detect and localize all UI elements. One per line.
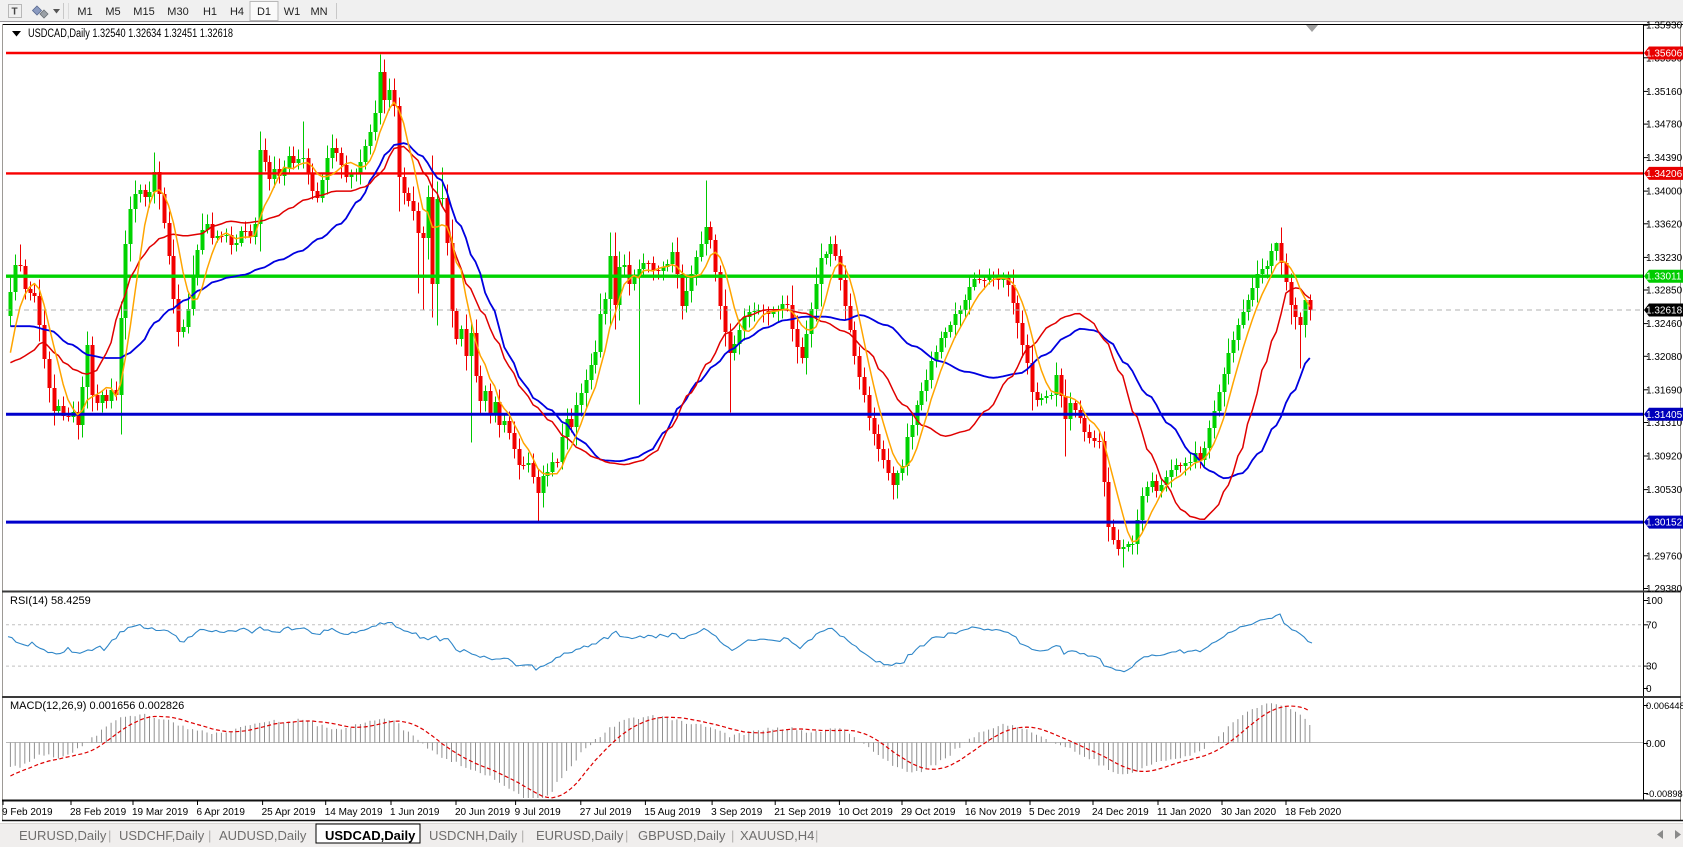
svg-text:USDCHF,Daily: USDCHF,Daily bbox=[119, 828, 205, 843]
svg-text:1.31690: 1.31690 bbox=[1646, 385, 1683, 396]
svg-text:D1: D1 bbox=[257, 6, 271, 18]
svg-text:1.33011: 1.33011 bbox=[1646, 272, 1682, 283]
svg-text:15 Aug 2019: 15 Aug 2019 bbox=[644, 807, 701, 818]
svg-text:1 Jun 2019: 1 Jun 2019 bbox=[390, 807, 440, 818]
svg-text:T: T bbox=[12, 7, 18, 18]
svg-text:1.32080: 1.32080 bbox=[1646, 352, 1683, 363]
svg-text:|: | bbox=[208, 828, 211, 843]
svg-text:11 Jan 2020: 11 Jan 2020 bbox=[1157, 807, 1212, 818]
svg-text:70: 70 bbox=[1646, 620, 1658, 631]
svg-text:1.30530: 1.30530 bbox=[1646, 485, 1683, 496]
svg-text:|: | bbox=[521, 828, 524, 843]
svg-text:M5: M5 bbox=[105, 6, 120, 18]
svg-text:21 Sep 2019: 21 Sep 2019 bbox=[774, 807, 831, 818]
svg-text:9 Jul 2019: 9 Jul 2019 bbox=[515, 807, 562, 818]
svg-text:AUDUSD,Daily: AUDUSD,Daily bbox=[219, 828, 307, 843]
svg-text:GBPUSD,Daily: GBPUSD,Daily bbox=[638, 828, 726, 843]
svg-text:1.32850: 1.32850 bbox=[1646, 286, 1683, 297]
svg-text:24 Dec 2019: 24 Dec 2019 bbox=[1092, 807, 1149, 818]
svg-text:27 Jul 2019: 27 Jul 2019 bbox=[580, 807, 632, 818]
svg-text:0: 0 bbox=[1646, 684, 1652, 695]
svg-text:1.31405: 1.31405 bbox=[1646, 410, 1683, 421]
svg-text:1.35930: 1.35930 bbox=[1646, 21, 1683, 32]
svg-text:RSI(14) 58.4259: RSI(14) 58.4259 bbox=[10, 595, 91, 607]
svg-text:18 Feb 2020: 18 Feb 2020 bbox=[1285, 807, 1342, 818]
svg-text:10 Oct 2019: 10 Oct 2019 bbox=[838, 807, 893, 818]
svg-text:25 Apr 2019: 25 Apr 2019 bbox=[262, 807, 316, 818]
svg-text:1.34780: 1.34780 bbox=[1646, 120, 1683, 131]
svg-text:1.35160: 1.35160 bbox=[1646, 87, 1683, 98]
svg-text:1.29760: 1.29760 bbox=[1646, 551, 1683, 562]
svg-text:29 Oct 2019: 29 Oct 2019 bbox=[901, 807, 956, 818]
svg-text:EURUSD,Daily: EURUSD,Daily bbox=[536, 828, 624, 843]
svg-text:28 Feb 2019: 28 Feb 2019 bbox=[70, 807, 127, 818]
svg-text:6 Apr 2019: 6 Apr 2019 bbox=[197, 807, 246, 818]
svg-text:1.29380: 1.29380 bbox=[1646, 584, 1683, 595]
svg-text:USDCAD,Daily: USDCAD,Daily bbox=[325, 828, 416, 843]
svg-text:M15: M15 bbox=[133, 6, 154, 18]
svg-text:USDCAD,Daily 1.32540 1.32634: USDCAD,Daily 1.32540 1.32634 1.32451 1.3… bbox=[28, 28, 233, 40]
svg-text:W1: W1 bbox=[284, 6, 301, 18]
svg-text:H4: H4 bbox=[230, 6, 244, 18]
svg-text:XAUUSD,H4: XAUUSD,H4 bbox=[740, 828, 814, 843]
svg-text:1.30920: 1.30920 bbox=[1646, 452, 1683, 463]
svg-text:1.34206: 1.34206 bbox=[1646, 169, 1683, 180]
svg-text:9 Feb 2019: 9 Feb 2019 bbox=[2, 807, 53, 818]
svg-text:1.34000: 1.34000 bbox=[1646, 187, 1683, 198]
svg-text:1.30152: 1.30152 bbox=[1646, 518, 1683, 529]
svg-text:1.33620: 1.33620 bbox=[1646, 219, 1683, 230]
svg-text:USDCNH,Daily: USDCNH,Daily bbox=[429, 828, 518, 843]
svg-text:M30: M30 bbox=[167, 6, 188, 18]
svg-text:30 Jan 2020: 30 Jan 2020 bbox=[1221, 807, 1276, 818]
svg-text:1.35606: 1.35606 bbox=[1646, 49, 1683, 60]
svg-text:100: 100 bbox=[1646, 596, 1663, 607]
svg-text:|: | bbox=[815, 828, 818, 843]
svg-text:5 Dec 2019: 5 Dec 2019 bbox=[1029, 807, 1081, 818]
svg-text:H1: H1 bbox=[203, 6, 217, 18]
svg-text:M1: M1 bbox=[77, 6, 92, 18]
svg-text:1.33230: 1.33230 bbox=[1646, 253, 1683, 264]
svg-text:1.34390: 1.34390 bbox=[1646, 153, 1683, 164]
svg-text:0.00: 0.00 bbox=[1646, 739, 1666, 750]
svg-text:30: 30 bbox=[1646, 662, 1658, 673]
svg-text:|: | bbox=[108, 828, 111, 843]
svg-text:0.006448: 0.006448 bbox=[1646, 701, 1683, 711]
svg-text:20 Jun 2019: 20 Jun 2019 bbox=[455, 807, 510, 818]
svg-text:|: | bbox=[731, 828, 734, 843]
svg-text:EURUSD,Daily: EURUSD,Daily bbox=[19, 828, 107, 843]
svg-text:|: | bbox=[625, 828, 628, 843]
svg-text:16 Nov 2019: 16 Nov 2019 bbox=[965, 807, 1022, 818]
svg-text:MACD(12,26,9) 0.001656 0.00282: MACD(12,26,9) 0.001656 0.002826 bbox=[10, 700, 184, 712]
svg-text:14 May 2019: 14 May 2019 bbox=[325, 807, 383, 818]
svg-text:1.32460: 1.32460 bbox=[1646, 319, 1683, 330]
svg-text:1.32618: 1.32618 bbox=[1646, 306, 1683, 317]
svg-text:MN: MN bbox=[310, 6, 327, 18]
svg-text:-0.008982: -0.008982 bbox=[1646, 789, 1683, 799]
svg-text:1.31310: 1.31310 bbox=[1646, 418, 1683, 429]
svg-text:19 Mar 2019: 19 Mar 2019 bbox=[132, 807, 189, 818]
svg-text:3 Sep 2019: 3 Sep 2019 bbox=[711, 807, 763, 818]
